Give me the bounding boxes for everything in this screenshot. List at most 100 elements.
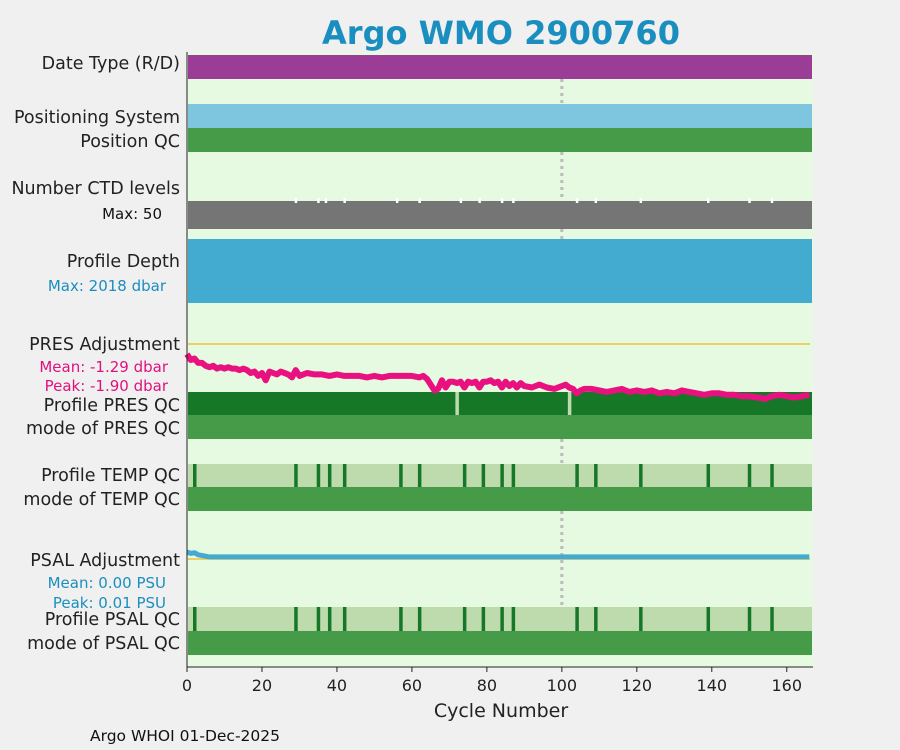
temp-qc-marker-74 <box>462 464 467 487</box>
pres-adjustment-peak: Peak: -1.90 dbar <box>45 377 169 395</box>
ctd-gap-104 <box>575 198 579 203</box>
temp-qc-marker-38 <box>327 464 332 487</box>
plot-area <box>187 52 813 667</box>
ctd-gap-139 <box>707 198 710 203</box>
ctd-gap-87 <box>512 198 515 203</box>
ctd-gap-42 <box>343 198 346 203</box>
profile-temp-qc-bar <box>188 464 812 487</box>
ctd-levels-bar <box>188 201 812 229</box>
psal-qc-marker-109 <box>594 607 598 631</box>
psal-qc-marker-79 <box>481 607 486 631</box>
x-tick-label-120: 120 <box>622 676 653 695</box>
position-qc-label: Position QC <box>80 132 180 152</box>
psal-adjustment-mean: Mean: 0.00 PSU <box>48 574 166 592</box>
psal-qc-marker-156 <box>770 607 774 631</box>
psal-qc-marker-35 <box>316 607 321 631</box>
ctd-gap-35 <box>317 198 320 203</box>
date-type-label: Date Type (R/D) <box>42 54 180 74</box>
pres-qc-gap-72 <box>455 392 459 415</box>
mode-psal-qc-label: mode of PSAL QC <box>27 634 180 654</box>
psal-qc-marker-42 <box>342 607 347 631</box>
temp-qc-marker-150 <box>747 464 752 487</box>
temp-qc-marker-57 <box>399 464 403 487</box>
mode-temp-qc-bar <box>188 487 812 511</box>
psal-qc-marker-62 <box>417 607 422 631</box>
profile-pres-qc-gaps <box>455 392 572 415</box>
ctd-gap-37 <box>324 198 328 203</box>
ctd-levels-max: Max: 50 <box>102 205 162 223</box>
ctd-levels-gaps <box>294 198 774 203</box>
psal-qc-marker-2 <box>192 607 197 631</box>
psal-qc-marker-74 <box>462 607 467 631</box>
temp-qc-marker-104 <box>575 464 579 487</box>
x-tick-label-160: 160 <box>771 676 802 695</box>
psal-qc-marker-57 <box>399 607 403 631</box>
psal-qc-marker-87 <box>511 607 516 631</box>
ctd-gap-29 <box>294 198 298 203</box>
psal-qc-marker-121 <box>639 607 643 631</box>
temp-qc-marker-84 <box>500 464 504 487</box>
x-axis-ticks: 0 20 40 60 80 100 120 140 160 <box>182 667 802 695</box>
ctd-gap-150 <box>748 198 751 203</box>
ctd-gap-109 <box>594 198 598 203</box>
pres-adjustment-series <box>184 352 810 403</box>
profile-temp-qc-markers <box>192 464 774 487</box>
profile-psal-qc-markers <box>192 607 774 631</box>
profile-psal-qc-label: Profile PSAL QC <box>45 610 180 630</box>
temp-qc-marker-139 <box>706 464 711 487</box>
psal-qc-marker-150 <box>747 607 752 631</box>
temp-qc-marker-156 <box>770 464 774 487</box>
pres-adjustment-label: PRES Adjustment <box>29 335 180 355</box>
psal-qc-marker-84 <box>500 607 504 631</box>
ctd-gap-56 <box>395 198 399 203</box>
profile-depth-bar <box>188 239 812 303</box>
temp-qc-marker-121 <box>639 464 643 487</box>
ctd-gap-78 <box>478 198 481 203</box>
x-tick-label-100: 100 <box>547 676 578 695</box>
x-axis-label: Cycle Number <box>434 700 568 722</box>
temp-qc-marker-35 <box>316 464 321 487</box>
position-qc-bar <box>188 128 812 152</box>
psal-adjustment-series <box>186 549 810 560</box>
ctd-gap-156 <box>770 198 774 203</box>
ctd-gap-62 <box>418 198 421 203</box>
psal-qc-marker-104 <box>575 607 579 631</box>
psal-qc-marker-38 <box>327 607 332 631</box>
data-bands <box>188 55 812 655</box>
ctd-gap-84 <box>500 198 504 203</box>
footer-credit: Argo WHOI 01-Dec-2025 <box>90 727 280 745</box>
profile-pres-qc-bar <box>188 392 812 415</box>
x-tick-label-20: 20 <box>252 676 272 695</box>
profile-depth-max: Max: 2018 dbar <box>48 277 167 295</box>
profile-psal-qc-bar <box>188 607 812 631</box>
pres-adjustment-mean: Mean: -1.29 dbar <box>39 358 169 376</box>
temp-qc-marker-109 <box>594 464 598 487</box>
profile-temp-qc-label: Profile TEMP QC <box>41 466 180 486</box>
chart-title: Argo WMO 2900760 <box>322 14 680 52</box>
x-tick-label-60: 60 <box>402 676 422 695</box>
temp-qc-marker-42 <box>342 464 347 487</box>
mode-pres-qc-bar <box>188 415 812 439</box>
x-tick-label-140: 140 <box>697 676 728 695</box>
temp-qc-marker-62 <box>417 464 422 487</box>
profile-pres-qc-label: Profile PRES QC <box>44 396 180 416</box>
mode-pres-qc-label: mode of PRES QC <box>26 419 180 439</box>
ctd-gap-121 <box>639 198 643 203</box>
pres-qc-gap-102 <box>567 392 572 415</box>
date-type-bar <box>188 55 812 79</box>
x-tick-label-80: 80 <box>477 676 497 695</box>
temp-qc-marker-2 <box>192 464 197 487</box>
temp-qc-marker-79 <box>481 464 486 487</box>
profile-depth-label: Profile Depth <box>67 252 180 272</box>
temp-qc-marker-87 <box>511 464 516 487</box>
ctd-gap-73 <box>459 198 463 203</box>
positioning-system-bar <box>188 104 812 128</box>
psal-adjustment-label: PSAL Adjustment <box>30 551 180 571</box>
psal-qc-marker-29 <box>294 607 298 631</box>
temp-qc-marker-29 <box>294 464 298 487</box>
x-tick-label-40: 40 <box>327 676 347 695</box>
psal-qc-marker-139 <box>706 607 711 631</box>
ctd-levels-label: Number CTD levels <box>11 179 180 199</box>
psal-adjustment-peak: Peak: 0.01 PSU <box>53 594 166 612</box>
